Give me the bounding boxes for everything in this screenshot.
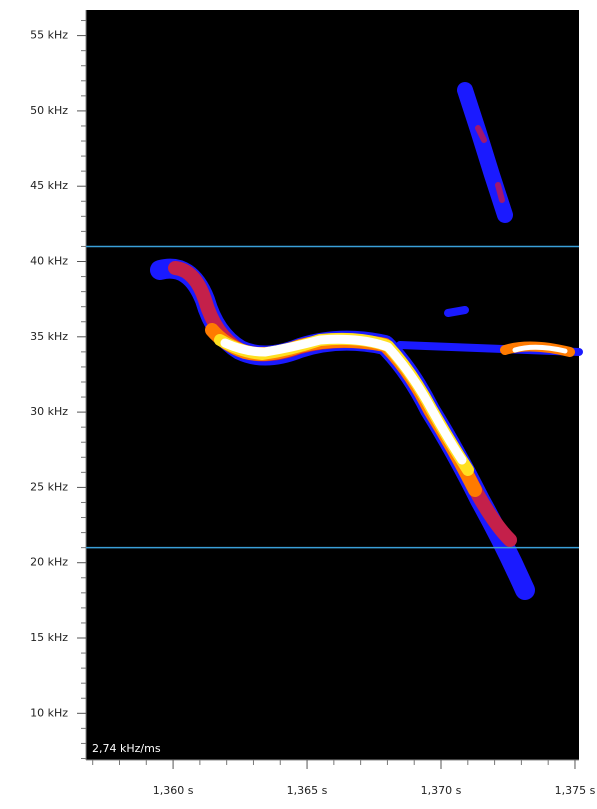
y-tick-label: 35 kHz (30, 330, 68, 343)
y-tick-label: 45 kHz (30, 179, 68, 192)
x-tick-label: 1,375 s (555, 784, 596, 797)
y-tick-label: 20 kHz (30, 556, 68, 569)
y-tick-label: 25 kHz (30, 480, 68, 493)
x-tick-label: 1,370 s (421, 784, 462, 797)
y-tick-label: 50 kHz (30, 104, 68, 117)
y-tick-label: 15 kHz (30, 631, 68, 644)
spectrogram-energy (150, 82, 583, 600)
sweep-rate: 2,74 kHz/ms (92, 742, 161, 755)
y-tick-label: 30 kHz (30, 405, 68, 418)
y-tick-label: 40 kHz (30, 255, 68, 268)
x-tick-label: 1,360 s (153, 784, 194, 797)
x-tick-label: 1,365 s (287, 784, 328, 797)
plot-area (86, 10, 579, 760)
y-tick-label: 55 kHz (30, 29, 68, 42)
y-tick-label: 10 kHz (30, 706, 68, 719)
